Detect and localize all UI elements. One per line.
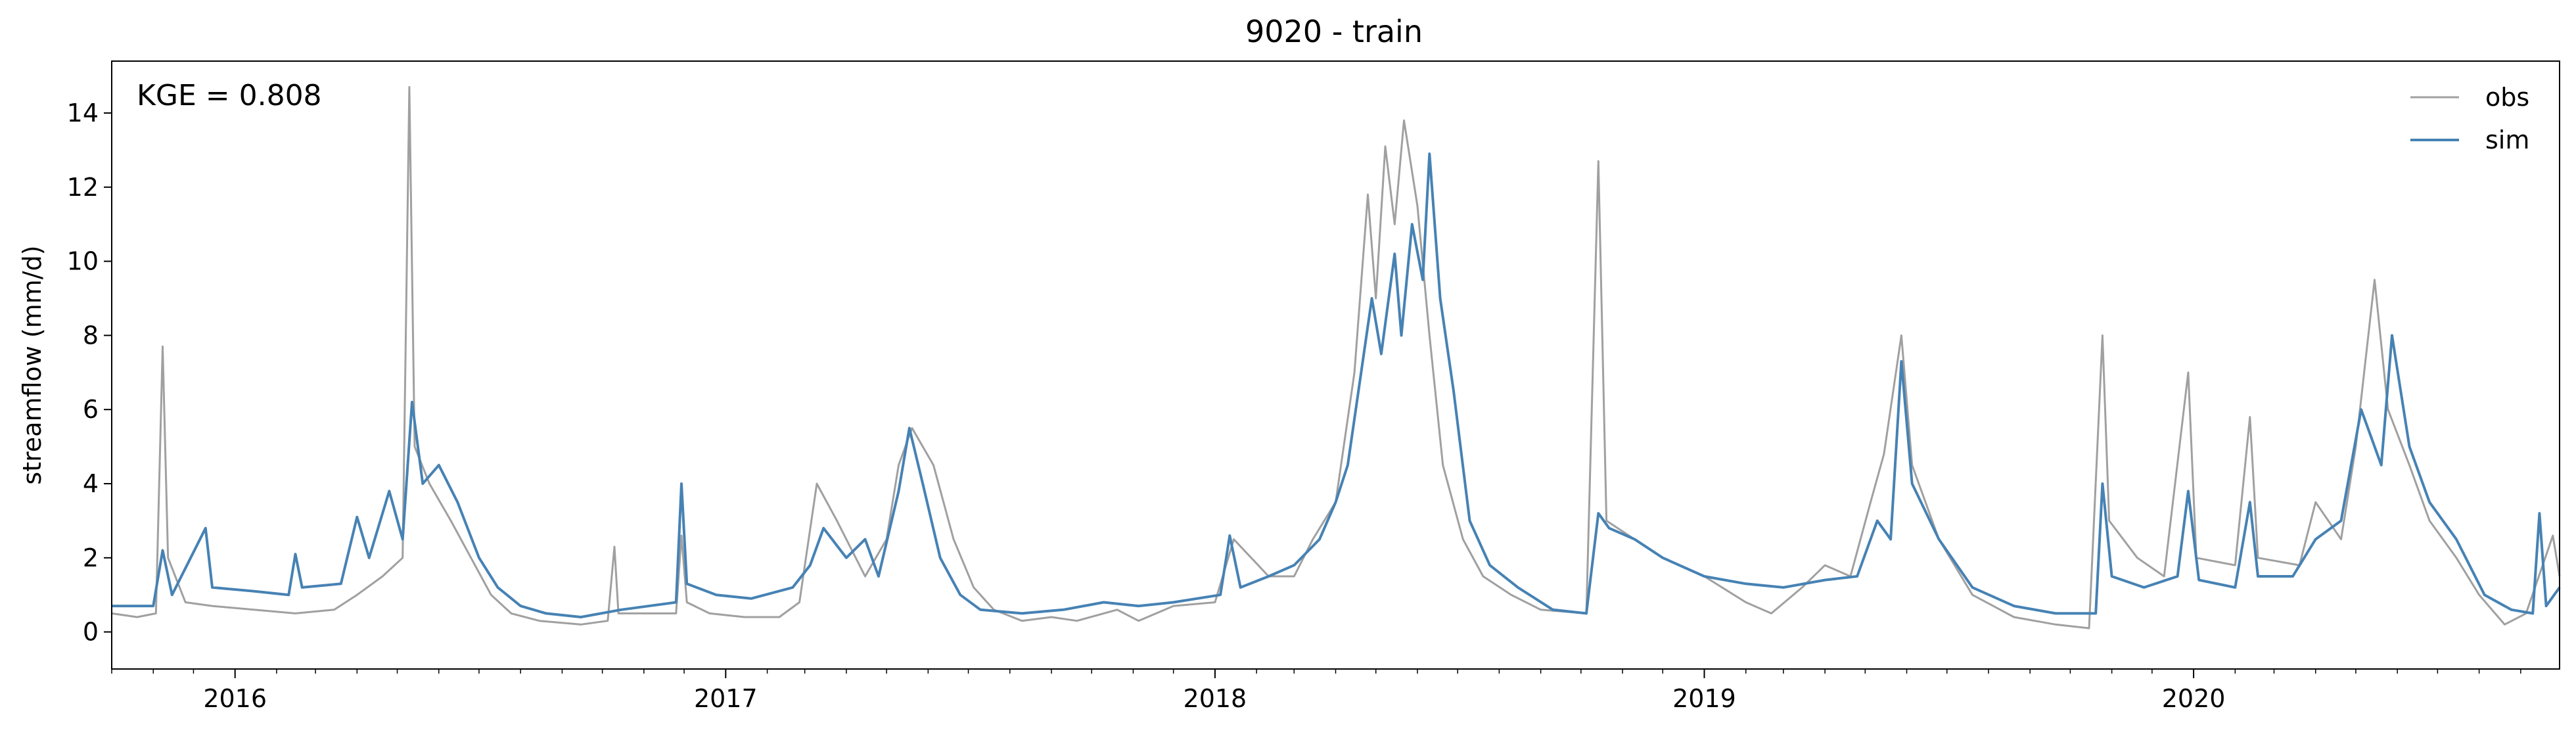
y-tick-label: 14 [67,99,99,127]
series-line-obs [111,86,2561,630]
legend-label-obs: obs [2485,83,2529,112]
y-tick-label: 4 [83,469,99,498]
x-tick-label: 2019 [1672,684,1736,713]
kge-annotation: KGE = 0.808 [137,79,322,112]
series-line-sim [112,152,2561,618]
y-tick-label: 6 [83,395,99,424]
y-tick-label: 8 [83,321,99,350]
y-tick-label: 10 [67,247,99,276]
chart-title: 9020 - train [1245,14,1423,49]
y-axis-label: streamflow (mm/d) [18,245,47,484]
x-tick-label: 2017 [694,684,758,713]
series-layer [111,86,2561,630]
y-tick-label: 0 [83,618,99,647]
plot-frame [111,60,2560,670]
axis-layer: 0 2 4 6 8 10 12 14 2016 2017 2018 2019 2020 [67,60,2560,713]
y-tick-label: 2 [83,543,99,572]
x-tick-label: 2018 [1184,684,1247,713]
y-tick-label: 12 [67,173,99,202]
x-tick-label: 2020 [2162,684,2226,713]
legend: obs sim [2410,83,2529,154]
legend-label-sim: sim [2485,126,2529,154]
x-tick-label: 2016 [203,684,267,713]
